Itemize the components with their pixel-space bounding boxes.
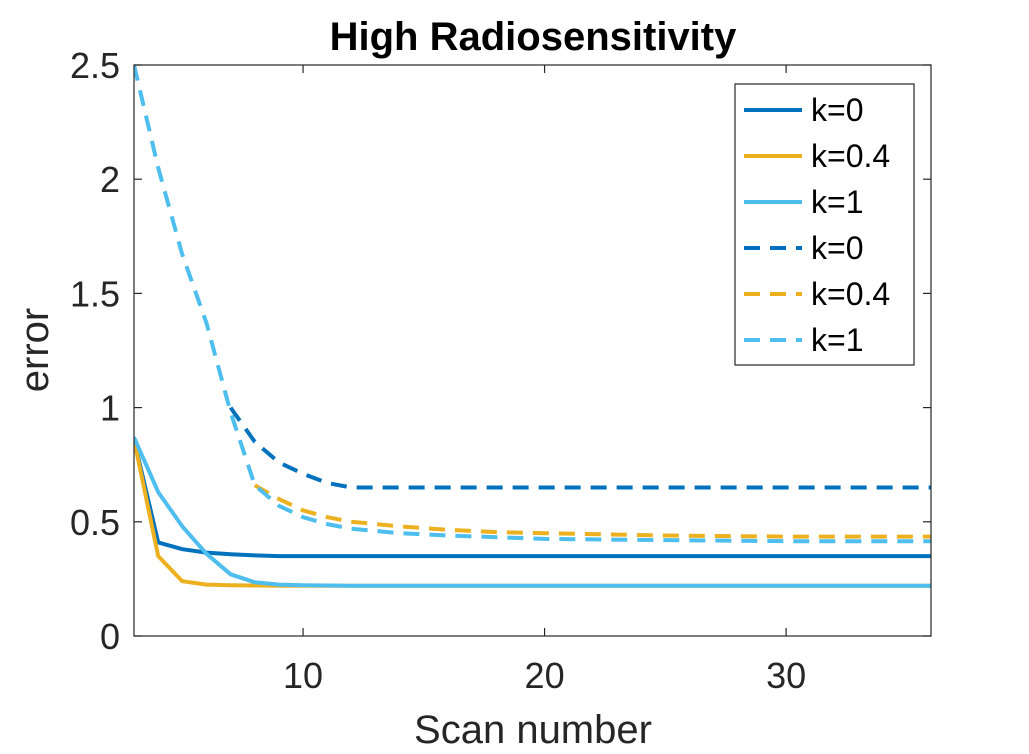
chart-title: High Radiosensitivity xyxy=(330,15,737,59)
plot-lines xyxy=(134,65,931,588)
legend-label: k=1 xyxy=(811,184,863,220)
x-tick-label: 10 xyxy=(283,655,323,696)
series-line-k-0-dashed xyxy=(228,406,931,490)
y-tick-label: 2 xyxy=(100,159,120,200)
series-line-k-0-4-solid xyxy=(134,439,931,588)
y-tick-label: 0.5 xyxy=(70,502,120,543)
series-line-k-0-solid xyxy=(134,439,931,559)
legend-box xyxy=(734,83,915,366)
y-tick-label: 0 xyxy=(100,616,120,657)
plot-frame xyxy=(133,64,932,637)
series-line-k-1-dashed xyxy=(134,65,931,544)
x-tick-label: 30 xyxy=(766,655,806,696)
legend: k=0 k=0.4 k=1 k=0 k=0.4 k=1 xyxy=(734,83,915,366)
legend-label: k=0 xyxy=(811,230,863,266)
y-tick-label: 1.5 xyxy=(70,273,120,314)
y-tick-label: 2.5 xyxy=(70,45,120,86)
legend-label: k=0.4 xyxy=(811,138,890,174)
legend-label: k=0 xyxy=(811,92,863,128)
x-axis-label: Scan number xyxy=(414,708,652,752)
axis-ticks: 10 20 30 0 0.5 1 1.5 2 2.5 xyxy=(70,45,931,696)
legend-label: k=0.4 xyxy=(811,276,890,312)
x-tick-label: 20 xyxy=(525,655,565,696)
y-axis-label: error xyxy=(13,308,57,392)
legend-label: k=1 xyxy=(811,322,863,358)
y-tick-label: 1 xyxy=(100,388,120,429)
series-line-k-1-solid xyxy=(134,436,931,588)
